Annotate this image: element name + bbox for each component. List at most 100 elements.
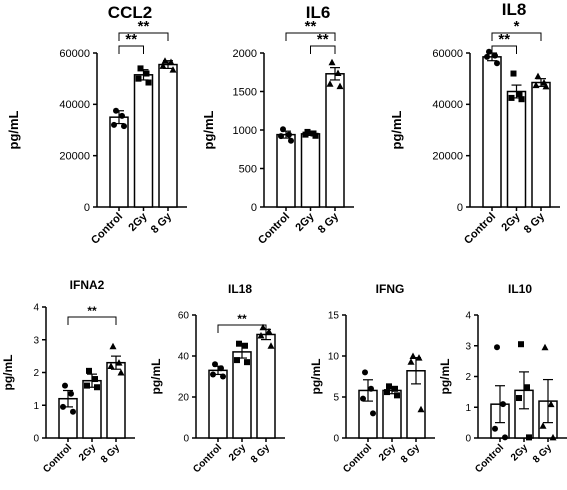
significance-bracket xyxy=(310,45,336,54)
x-tick-label: 2Gy xyxy=(77,442,98,463)
data-point xyxy=(119,112,125,119)
data-point xyxy=(302,131,309,138)
x-tick-label: Control xyxy=(462,211,498,247)
y-tick-label: 0 xyxy=(183,434,189,445)
x-tick-label: 2Gy xyxy=(293,210,317,234)
y-tick-label: 1 xyxy=(33,401,39,412)
data-point xyxy=(417,405,425,413)
y-tick-label: 20000 xyxy=(59,151,90,163)
bar xyxy=(276,133,296,208)
bar xyxy=(506,90,527,208)
y-axis-label: pg/mL xyxy=(438,359,452,395)
data-point xyxy=(362,369,368,376)
bar xyxy=(531,81,551,208)
x-tick-label: 8 Gy xyxy=(149,210,175,236)
data-point xyxy=(234,357,240,364)
y-tick-label: 1 xyxy=(465,403,471,414)
data-point xyxy=(370,410,376,417)
significance-bracket xyxy=(217,324,267,333)
y-tick-label: 60 xyxy=(178,311,190,322)
data-point xyxy=(312,132,319,139)
significance-bracket xyxy=(285,32,336,41)
data-point xyxy=(113,107,119,114)
data-point xyxy=(92,376,98,383)
x-tick-label: Control xyxy=(473,442,506,475)
data-point xyxy=(549,433,557,441)
chart-title: CCL2 xyxy=(108,3,152,22)
x-tick-label: 8 Gy xyxy=(522,210,548,236)
y-axis-label: pg/mL xyxy=(309,359,323,395)
data-point xyxy=(135,75,142,82)
data-point xyxy=(510,70,517,77)
y-tick-label: 20000 xyxy=(432,151,463,163)
data-point xyxy=(547,400,555,408)
y-tick-label: 2000 xyxy=(233,48,257,60)
data-point xyxy=(137,65,144,72)
y-tick-label: 1500 xyxy=(233,86,257,98)
y-axis-label: pg/mL xyxy=(149,359,163,395)
y-tick-label: 60000 xyxy=(59,48,90,60)
data-point xyxy=(161,57,169,64)
y-tick-label: 40000 xyxy=(432,99,463,111)
x-tick-label: 8 Gy xyxy=(316,210,342,236)
y-tick-label: 500 xyxy=(239,163,257,175)
data-point xyxy=(212,361,218,368)
significance-label: ** xyxy=(498,31,510,48)
y-tick-label: 4 xyxy=(465,311,471,322)
data-point xyxy=(392,385,398,392)
data-point xyxy=(60,403,66,410)
data-point xyxy=(409,352,417,359)
x-tick-label: 2Gy xyxy=(227,442,248,463)
significance-bracket xyxy=(491,32,542,41)
y-tick-label: 2 xyxy=(33,368,39,379)
significance-label: ** xyxy=(305,18,317,35)
data-point xyxy=(218,365,224,372)
data-point xyxy=(486,48,492,55)
data-point xyxy=(384,389,390,396)
y-tick-label: 0 xyxy=(84,202,90,214)
data-point xyxy=(526,434,532,441)
data-point xyxy=(236,340,242,347)
data-point xyxy=(280,126,286,133)
bar xyxy=(208,369,228,439)
data-point xyxy=(115,359,123,366)
y-tick-label: 0 xyxy=(251,202,257,214)
data-point xyxy=(257,332,265,339)
data-point xyxy=(94,384,100,391)
x-tick-label: 2Gy xyxy=(499,210,523,234)
y-tick-label: 15 xyxy=(328,311,340,322)
chart-title: IL10 xyxy=(508,282,532,296)
chart-title: IL8 xyxy=(502,0,527,19)
y-axis-label: pg/mL xyxy=(389,110,404,149)
chart-panel-il8: IL8 0 20000 40000 60000 pg/mL Control 2Gy 8 Gy **… xyxy=(389,0,560,247)
significance-label: * xyxy=(514,18,520,35)
data-point xyxy=(68,390,74,397)
chart-title: IL18 xyxy=(228,282,252,296)
data-point xyxy=(210,371,216,378)
y-tick-label: 40 xyxy=(178,352,190,363)
bar xyxy=(133,74,154,208)
data-point xyxy=(518,341,524,348)
data-point xyxy=(220,373,226,380)
significance-bracket xyxy=(118,32,169,41)
chart-title: IFNG xyxy=(376,282,405,296)
bar xyxy=(158,63,178,208)
data-point xyxy=(508,94,515,101)
data-point xyxy=(107,362,115,369)
data-point xyxy=(334,69,342,77)
y-tick-label: 2 xyxy=(465,372,471,383)
y-tick-label: 20 xyxy=(178,393,190,404)
data-point xyxy=(542,82,550,90)
data-point xyxy=(145,79,152,86)
data-point xyxy=(86,367,92,374)
data-point xyxy=(278,133,284,140)
data-point xyxy=(407,358,415,365)
x-tick-label: Control xyxy=(191,442,224,475)
significance-bracket xyxy=(67,316,117,325)
data-point xyxy=(242,342,248,349)
data-point xyxy=(484,53,490,60)
bar xyxy=(482,56,502,208)
x-tick-label: 2Gy xyxy=(126,210,150,234)
significance-bracket xyxy=(118,45,144,54)
chart-panel-ccl2: CCL2 0 20000 40000 60000 pg/mL Control 2Gy 8 Gy *… xyxy=(6,3,187,247)
